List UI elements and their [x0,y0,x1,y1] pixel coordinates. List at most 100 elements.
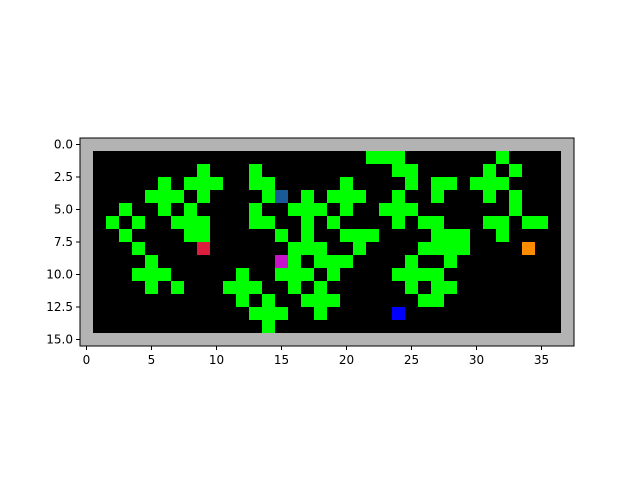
plant-cell [522,216,535,229]
plant-cell [158,268,171,281]
plant-cell [145,268,158,281]
plant-cell [249,216,262,229]
plant-cell [106,216,119,229]
plant-cell [132,216,145,229]
plant-cell [197,229,210,242]
plant-cell [132,242,145,255]
plant-cell [535,216,548,229]
x-tick-label: 15 [274,353,289,367]
plant-cell [262,190,275,203]
plant-cell [444,242,457,255]
plant-cell [379,203,392,216]
plant-cell [236,294,249,307]
plant-cell [249,307,262,320]
plant-cell [288,242,301,255]
plant-cell [262,294,275,307]
plant-cell [431,190,444,203]
grid-map [80,138,574,346]
plant-cell [457,242,470,255]
plant-cell [210,177,223,190]
plant-cell [431,177,444,190]
plant-cell [457,229,470,242]
plant-cell [496,216,509,229]
plant-cell [431,294,444,307]
y-axis: 0.0 2.5 5.0 7.5 10.0 12.5 15.0 [46,138,80,347]
plant-cell [392,268,405,281]
plant-cell [405,164,418,177]
plant-cell [444,229,457,242]
plant-cell [392,151,405,164]
plant-cell [262,307,275,320]
plant-cell [483,216,496,229]
plant-cell [249,177,262,190]
plant-cell [470,177,483,190]
plant-cell [275,229,288,242]
plant-cell [405,177,418,190]
plant-cell [509,190,522,203]
plant-cell [236,268,249,281]
x-axis: 0 5 10 15 20 25 30 35 [83,346,549,367]
plant-cell [444,281,457,294]
plant-cell [340,177,353,190]
plant-cell [405,281,418,294]
plant-cell [301,242,314,255]
plant-cell [444,255,457,268]
plant-cell [314,203,327,216]
plant-cell [184,177,197,190]
plant-cell [262,177,275,190]
plant-cell [275,268,288,281]
plant-cell [431,268,444,281]
plant-cell [145,281,158,294]
plant-cell [197,216,210,229]
plant-cell [236,281,249,294]
plant-cell [418,268,431,281]
plant-cell [340,203,353,216]
plant-cell [379,151,392,164]
plant-cell [288,268,301,281]
plant-cell [392,216,405,229]
plant-cell [392,190,405,203]
plant-cell [158,203,171,216]
y-tick-label: 15.0 [46,333,73,347]
y-tick-label: 12.5 [46,300,73,314]
plant-cell [249,164,262,177]
plant-cell [327,255,340,268]
plant-cell [145,190,158,203]
plant-cell [483,190,496,203]
plant-cell [483,164,496,177]
plant-cell [496,151,509,164]
plant-cell [353,190,366,203]
plant-cell [158,177,171,190]
plant-cell [197,164,210,177]
plant-cell [392,203,405,216]
x-tick-label: 20 [339,353,354,367]
plant-cell [327,294,340,307]
plant-cell [444,177,457,190]
plant-cell [301,216,314,229]
plant-cell [405,255,418,268]
plant-cell [249,281,262,294]
y-tick-label: 10.0 [46,268,73,282]
plant-cell [483,177,496,190]
plant-cell [366,229,379,242]
x-tick-label: 0 [83,353,91,367]
plant-cell [353,242,366,255]
plant-cell [418,242,431,255]
plant-cell [288,281,301,294]
plant-cell [262,216,275,229]
entity-marker [275,190,288,203]
plant-cell [496,229,509,242]
plant-cell [392,164,405,177]
plant-cell [431,229,444,242]
plant-cell [145,255,158,268]
plant-cell [158,190,171,203]
plant-cell [353,229,366,242]
plant-cell [262,320,275,333]
plant-cell [418,216,431,229]
plant-cell [301,190,314,203]
plant-cell [223,281,236,294]
plant-cell [184,229,197,242]
plant-cell [340,190,353,203]
y-tick-label: 7.5 [54,235,73,249]
